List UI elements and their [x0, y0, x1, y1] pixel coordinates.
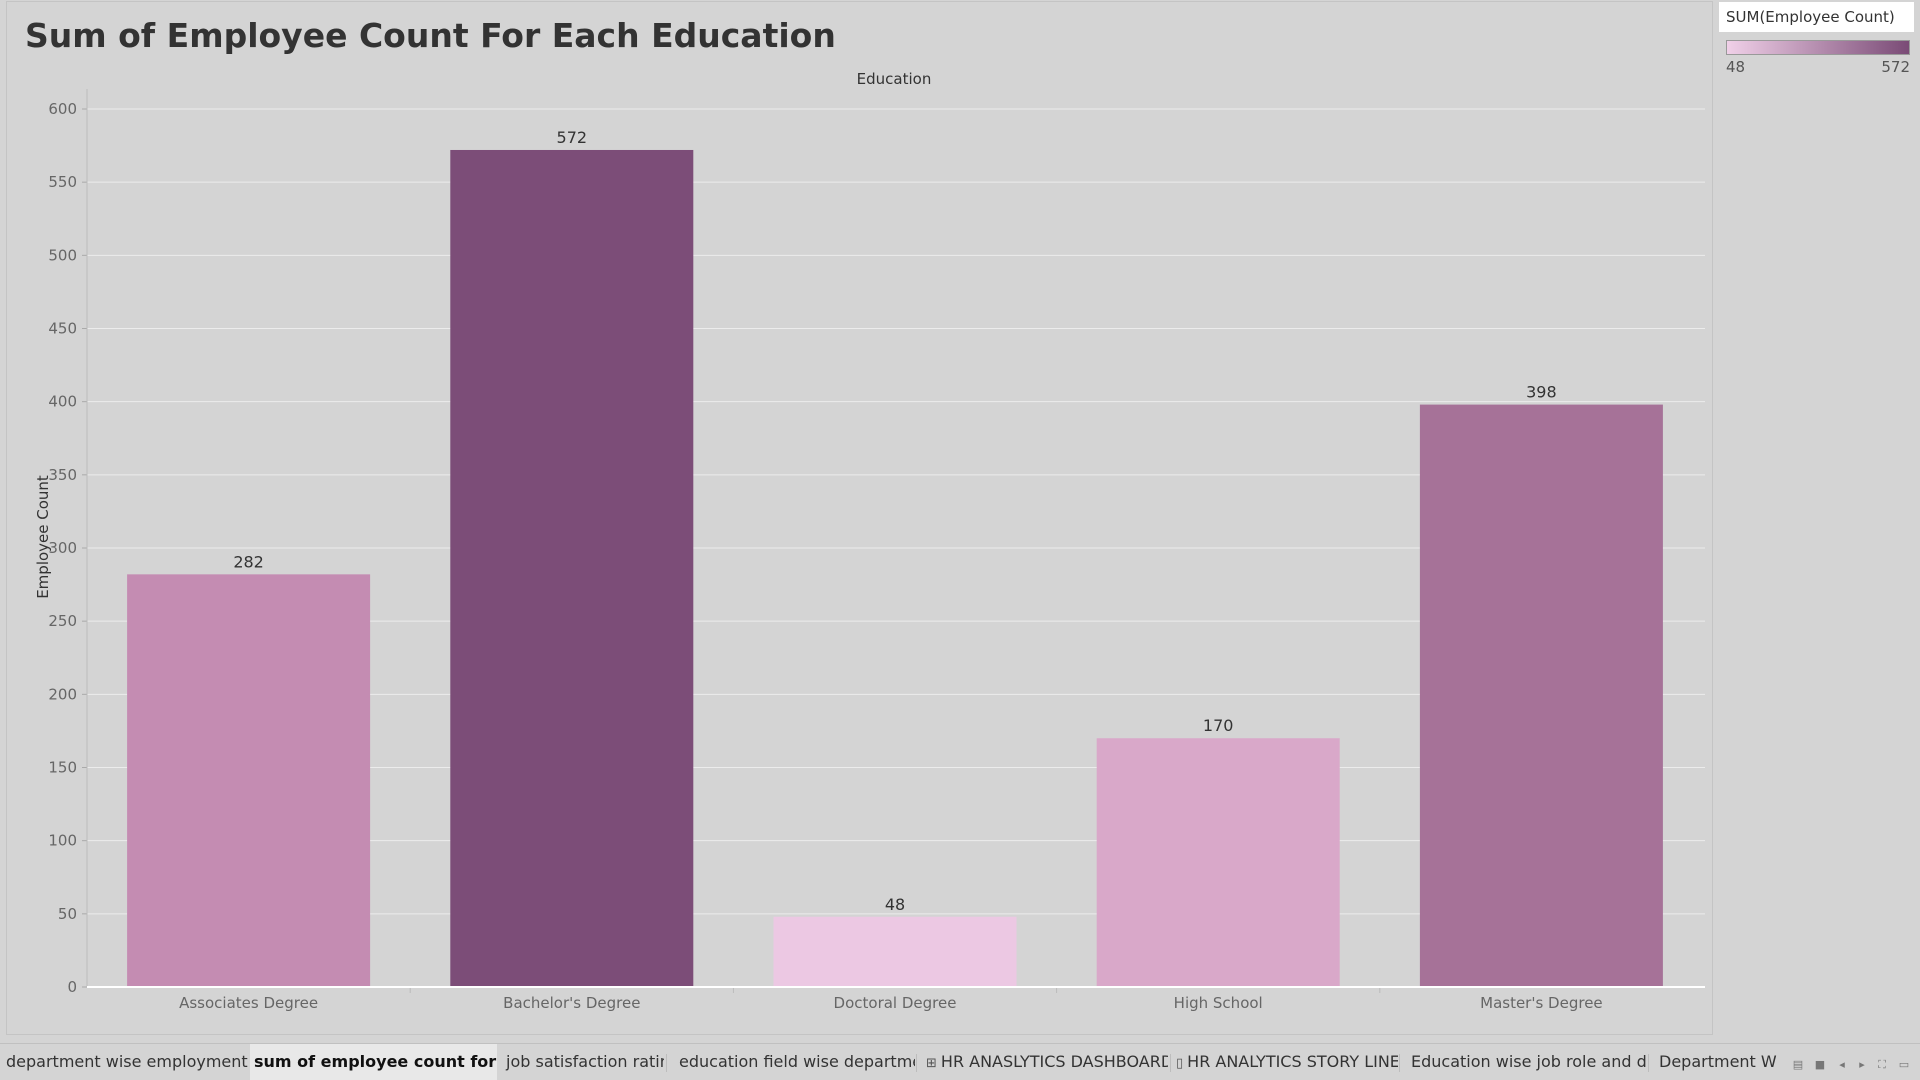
y-tick-label: 200 [48, 685, 77, 703]
tab-label: Education wise job role and dep... [1411, 1052, 1647, 1071]
worksheet-view: Sum of Employee Count For Each Education… [6, 1, 1713, 1035]
tab-hr-analytics-story-line[interactable]: ▯ HR ANALYTICS STORY LINE [1172, 1044, 1398, 1080]
tab-label: sum of employee count for eac... [254, 1052, 497, 1071]
tab-label: Department Wise [1659, 1052, 1777, 1071]
prev-sheet-icon[interactable]: ◂ [1839, 1058, 1845, 1071]
tab-separator [1170, 1054, 1171, 1072]
x-tick-label: Doctoral Degree [834, 994, 957, 1012]
sheet-title: Sum of Employee Count For Each Education [25, 16, 836, 55]
legend-color-ramp [1726, 40, 1910, 55]
dashboard-icon: ⊞ [926, 1056, 937, 1071]
tab-separator [1648, 1054, 1649, 1072]
x-tick-label: Master's Degree [1480, 994, 1603, 1012]
tab-job-satisfaction-rating[interactable]: job satisfaction rating [502, 1044, 664, 1080]
tab-department-wise-employment[interactable]: department wise employment c... [2, 1044, 248, 1080]
data-label: 48 [885, 895, 905, 914]
tab-label: education field wise department [679, 1052, 915, 1071]
y-tick-label: 250 [48, 612, 77, 630]
tab-separator [666, 1054, 667, 1072]
y-tick-label: 350 [48, 466, 77, 484]
data-label: 572 [557, 128, 588, 147]
y-tick-label: 0 [67, 978, 77, 996]
bar-chart: Education 0 50 100 150 200 250 300 350 400 450 500 5… [34, 70, 1705, 1012]
tab-hr-anaslytics-dashboard[interactable]: ⊞ HR ANASLYTICS DASHBOARD [922, 1044, 1168, 1080]
show-sheet-sorter-icon[interactable]: ▤ [1792, 1058, 1804, 1071]
x-tick-label: High School [1174, 994, 1263, 1012]
y-tick-label: 450 [48, 320, 77, 338]
bar [1419, 404, 1663, 987]
bar [127, 574, 371, 987]
presentation-mode-icon[interactable]: ▭ [1898, 1058, 1910, 1071]
bar [773, 916, 1017, 987]
data-label: 398 [1526, 383, 1557, 402]
bar [1096, 738, 1340, 987]
show-filmstrip-icon[interactable]: ■ [1814, 1058, 1826, 1071]
y-tick-label: 100 [48, 832, 77, 850]
y-tick-label: 550 [48, 173, 77, 191]
tab-label: department wise employment c... [6, 1052, 248, 1071]
tab-label: job satisfaction rating [506, 1052, 664, 1071]
tab-education-field-wise-department[interactable]: education field wise department [675, 1044, 915, 1080]
bar [450, 149, 694, 987]
legend-title[interactable]: SUM(Employee Count) [1719, 2, 1914, 32]
x-tick-label: Associates Degree [179, 994, 318, 1012]
legend-min-label: 48 [1726, 58, 1746, 76]
y-tick-label: 150 [48, 759, 77, 777]
tab-label: HR ANALYTICS STORY LINE [1187, 1052, 1398, 1071]
y-tick-label: 50 [58, 905, 77, 923]
sheet-tab-bar: department wise employment c... sum of e… [0, 1043, 1920, 1080]
y-tick-label: 400 [48, 393, 77, 411]
tab-sum-of-employee-count[interactable]: sum of employee count for eac... [250, 1044, 497, 1080]
color-legend-panel: SUM(Employee Count) 48 572 [1713, 0, 1920, 1034]
next-sheet-icon[interactable]: ▸ [1859, 1058, 1865, 1071]
column-header: Education [857, 70, 932, 88]
y-axis-title: Employee Count [34, 475, 52, 599]
y-tick-label: 600 [48, 100, 77, 118]
tab-education-wise-job-role[interactable]: Education wise job role and dep... [1407, 1044, 1647, 1080]
x-tick-label: Bachelor's Degree [503, 994, 640, 1012]
tab-label: HR ANASLYTICS DASHBOARD [940, 1052, 1168, 1071]
data-label: 282 [233, 552, 264, 571]
legend-max-label: 572 [1881, 58, 1910, 76]
y-tick-label: 300 [48, 539, 77, 557]
fullscreen-icon[interactable]: ⛶ [1878, 1058, 1886, 1071]
y-tick-label: 500 [48, 246, 77, 264]
tab-separator [916, 1054, 917, 1072]
story-icon: ▯ [1176, 1056, 1184, 1071]
data-label: 170 [1203, 716, 1234, 735]
tab-department-wise[interactable]: Department Wise [1655, 1044, 1777, 1080]
tab-separator [1399, 1054, 1400, 1072]
